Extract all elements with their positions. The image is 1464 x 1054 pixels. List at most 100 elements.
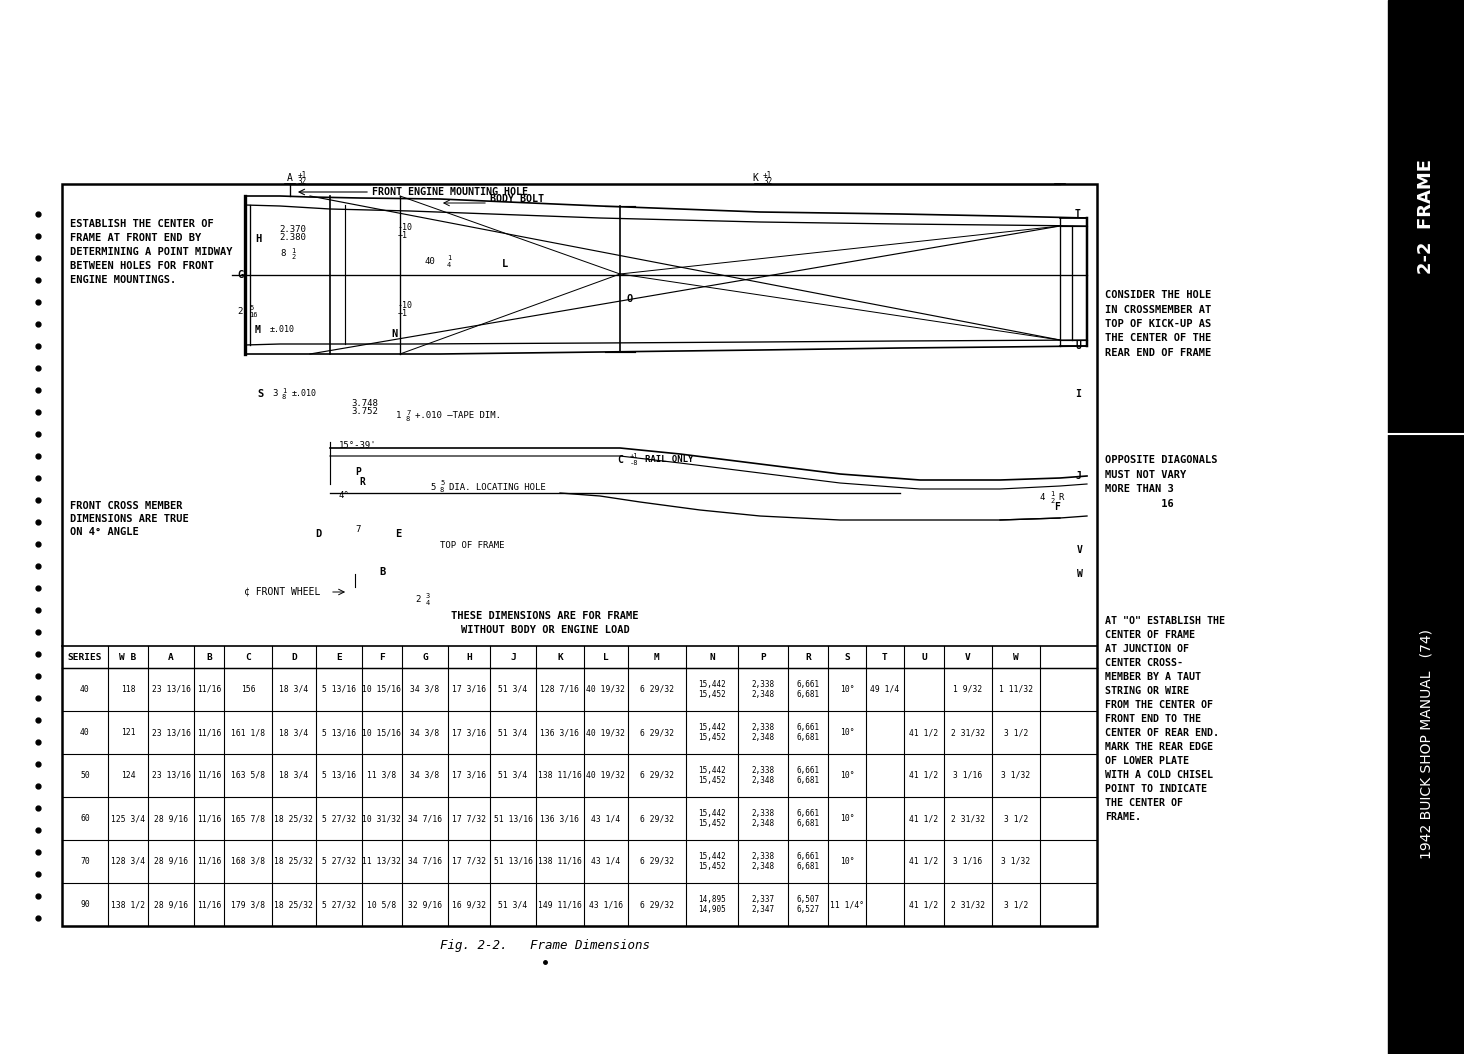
Text: 18 25/32: 18 25/32 <box>275 900 313 909</box>
Bar <box>61 184 1097 926</box>
Text: 23 13/16: 23 13/16 <box>151 685 190 694</box>
Text: 6,507: 6,507 <box>796 895 820 904</box>
Text: 2,338: 2,338 <box>751 852 774 861</box>
Text: 3: 3 <box>272 390 277 398</box>
Text: 138 1/2: 138 1/2 <box>111 900 145 909</box>
Text: 2: 2 <box>291 254 296 260</box>
Text: 41 1/2: 41 1/2 <box>909 770 938 780</box>
Text: 40 19/32: 40 19/32 <box>587 685 625 694</box>
Text: -8: -8 <box>630 460 638 466</box>
Text: 16 9/32: 16 9/32 <box>452 900 486 909</box>
Text: 138 11/16: 138 11/16 <box>539 857 581 866</box>
Text: ESTABLISH THE CENTER OF: ESTABLISH THE CENTER OF <box>70 219 214 229</box>
Text: H: H <box>255 234 261 243</box>
Text: 49 1/4: 49 1/4 <box>871 685 899 694</box>
Text: O: O <box>627 294 632 304</box>
Text: D: D <box>291 652 297 662</box>
Text: TOP OF FRAME: TOP OF FRAME <box>441 542 505 550</box>
Text: R: R <box>359 477 365 487</box>
Text: 43 1/4: 43 1/4 <box>591 814 621 823</box>
Text: 23 13/16: 23 13/16 <box>151 728 190 737</box>
Text: 34 3/8: 34 3/8 <box>410 685 439 694</box>
Text: 2,348: 2,348 <box>751 819 774 828</box>
Text: 15,442: 15,442 <box>698 680 726 689</box>
Text: 51 3/4: 51 3/4 <box>498 900 527 909</box>
Text: G: G <box>422 652 427 662</box>
Text: -10: -10 <box>398 301 413 311</box>
Text: 15,452: 15,452 <box>698 776 726 785</box>
Text: 7: 7 <box>406 410 410 416</box>
Text: ON 4° ANGLE: ON 4° ANGLE <box>70 527 139 536</box>
Text: 6,661: 6,661 <box>796 723 820 731</box>
Text: 40: 40 <box>81 728 89 737</box>
Text: P: P <box>356 467 362 477</box>
Text: 18 3/4: 18 3/4 <box>280 685 309 694</box>
Text: 14,895: 14,895 <box>698 895 726 904</box>
Text: 1: 1 <box>447 255 451 261</box>
Text: 41 1/2: 41 1/2 <box>909 728 938 737</box>
Text: 1: 1 <box>395 411 401 421</box>
Text: 18 25/32: 18 25/32 <box>275 814 313 823</box>
Text: 161 1/8: 161 1/8 <box>231 728 265 737</box>
Text: 1: 1 <box>1050 491 1054 497</box>
Text: 90: 90 <box>81 900 89 909</box>
Text: F: F <box>1054 502 1060 512</box>
Text: 5: 5 <box>430 483 435 491</box>
Text: 5 27/32: 5 27/32 <box>322 814 356 823</box>
Text: 1: 1 <box>283 388 287 394</box>
Text: 2-2  FRAME: 2-2 FRAME <box>1417 159 1435 274</box>
Text: 1 11/32: 1 11/32 <box>998 685 1034 694</box>
Text: 11 1/4°: 11 1/4° <box>830 900 864 909</box>
Text: 6,681: 6,681 <box>796 776 820 785</box>
Text: 2.380: 2.380 <box>280 233 306 241</box>
Text: 2: 2 <box>414 596 420 605</box>
Text: 15°-39': 15°-39' <box>340 442 376 450</box>
Text: 5 13/16: 5 13/16 <box>322 685 356 694</box>
Text: 128 3/4: 128 3/4 <box>111 857 145 866</box>
Text: 6 29/32: 6 29/32 <box>640 770 673 780</box>
Text: M: M <box>255 325 261 335</box>
Text: 5 27/32: 5 27/32 <box>322 900 356 909</box>
Text: 10 31/32: 10 31/32 <box>363 814 401 823</box>
Text: 17 7/32: 17 7/32 <box>452 814 486 823</box>
Text: ¢ FRONT WHEEL: ¢ FRONT WHEEL <box>244 587 321 597</box>
Text: 15,452: 15,452 <box>698 733 726 742</box>
Text: 2,338: 2,338 <box>751 809 774 818</box>
Text: +1: +1 <box>299 171 307 179</box>
Text: 1: 1 <box>291 248 296 254</box>
Text: 15,452: 15,452 <box>698 690 726 699</box>
Text: 8: 8 <box>283 394 287 401</box>
Text: M: M <box>654 652 660 662</box>
Text: 6,661: 6,661 <box>796 809 820 818</box>
Text: 2 31/32: 2 31/32 <box>952 814 985 823</box>
Text: 14,905: 14,905 <box>698 905 726 914</box>
Text: A: A <box>287 173 293 183</box>
Text: ±.010: ±.010 <box>291 390 318 398</box>
Text: 40: 40 <box>81 685 89 694</box>
Text: 4: 4 <box>1039 493 1045 503</box>
Text: 11/16: 11/16 <box>196 814 221 823</box>
Text: 18 25/32: 18 25/32 <box>275 857 313 866</box>
Text: A: A <box>168 652 174 662</box>
Text: 1942 BUICK SHOP MANUAL   (74): 1942 BUICK SHOP MANUAL (74) <box>1419 629 1433 859</box>
Text: 6 29/32: 6 29/32 <box>640 900 673 909</box>
Text: P: P <box>760 652 766 662</box>
Text: 15,442: 15,442 <box>698 723 726 731</box>
Text: 17 3/16: 17 3/16 <box>452 685 486 694</box>
Text: 10°: 10° <box>840 728 855 737</box>
Text: 118: 118 <box>120 685 135 694</box>
Text: 15,442: 15,442 <box>698 766 726 775</box>
Text: 10°: 10° <box>840 814 855 823</box>
Text: 156: 156 <box>240 685 255 694</box>
Text: 50: 50 <box>81 770 89 780</box>
Text: 163 5/8: 163 5/8 <box>231 770 265 780</box>
Text: +1: +1 <box>630 453 638 458</box>
Text: 6,681: 6,681 <box>796 862 820 871</box>
Text: 17 3/16: 17 3/16 <box>452 770 486 780</box>
Text: 2,348: 2,348 <box>751 776 774 785</box>
Text: FRAME AT FRONT END BY: FRAME AT FRONT END BY <box>70 233 201 243</box>
Text: E: E <box>337 652 343 662</box>
Text: T: T <box>1075 209 1080 219</box>
Text: THESE DIMENSIONS ARE FOR FRAME: THESE DIMENSIONS ARE FOR FRAME <box>451 611 638 621</box>
Text: 28 9/16: 28 9/16 <box>154 857 187 866</box>
